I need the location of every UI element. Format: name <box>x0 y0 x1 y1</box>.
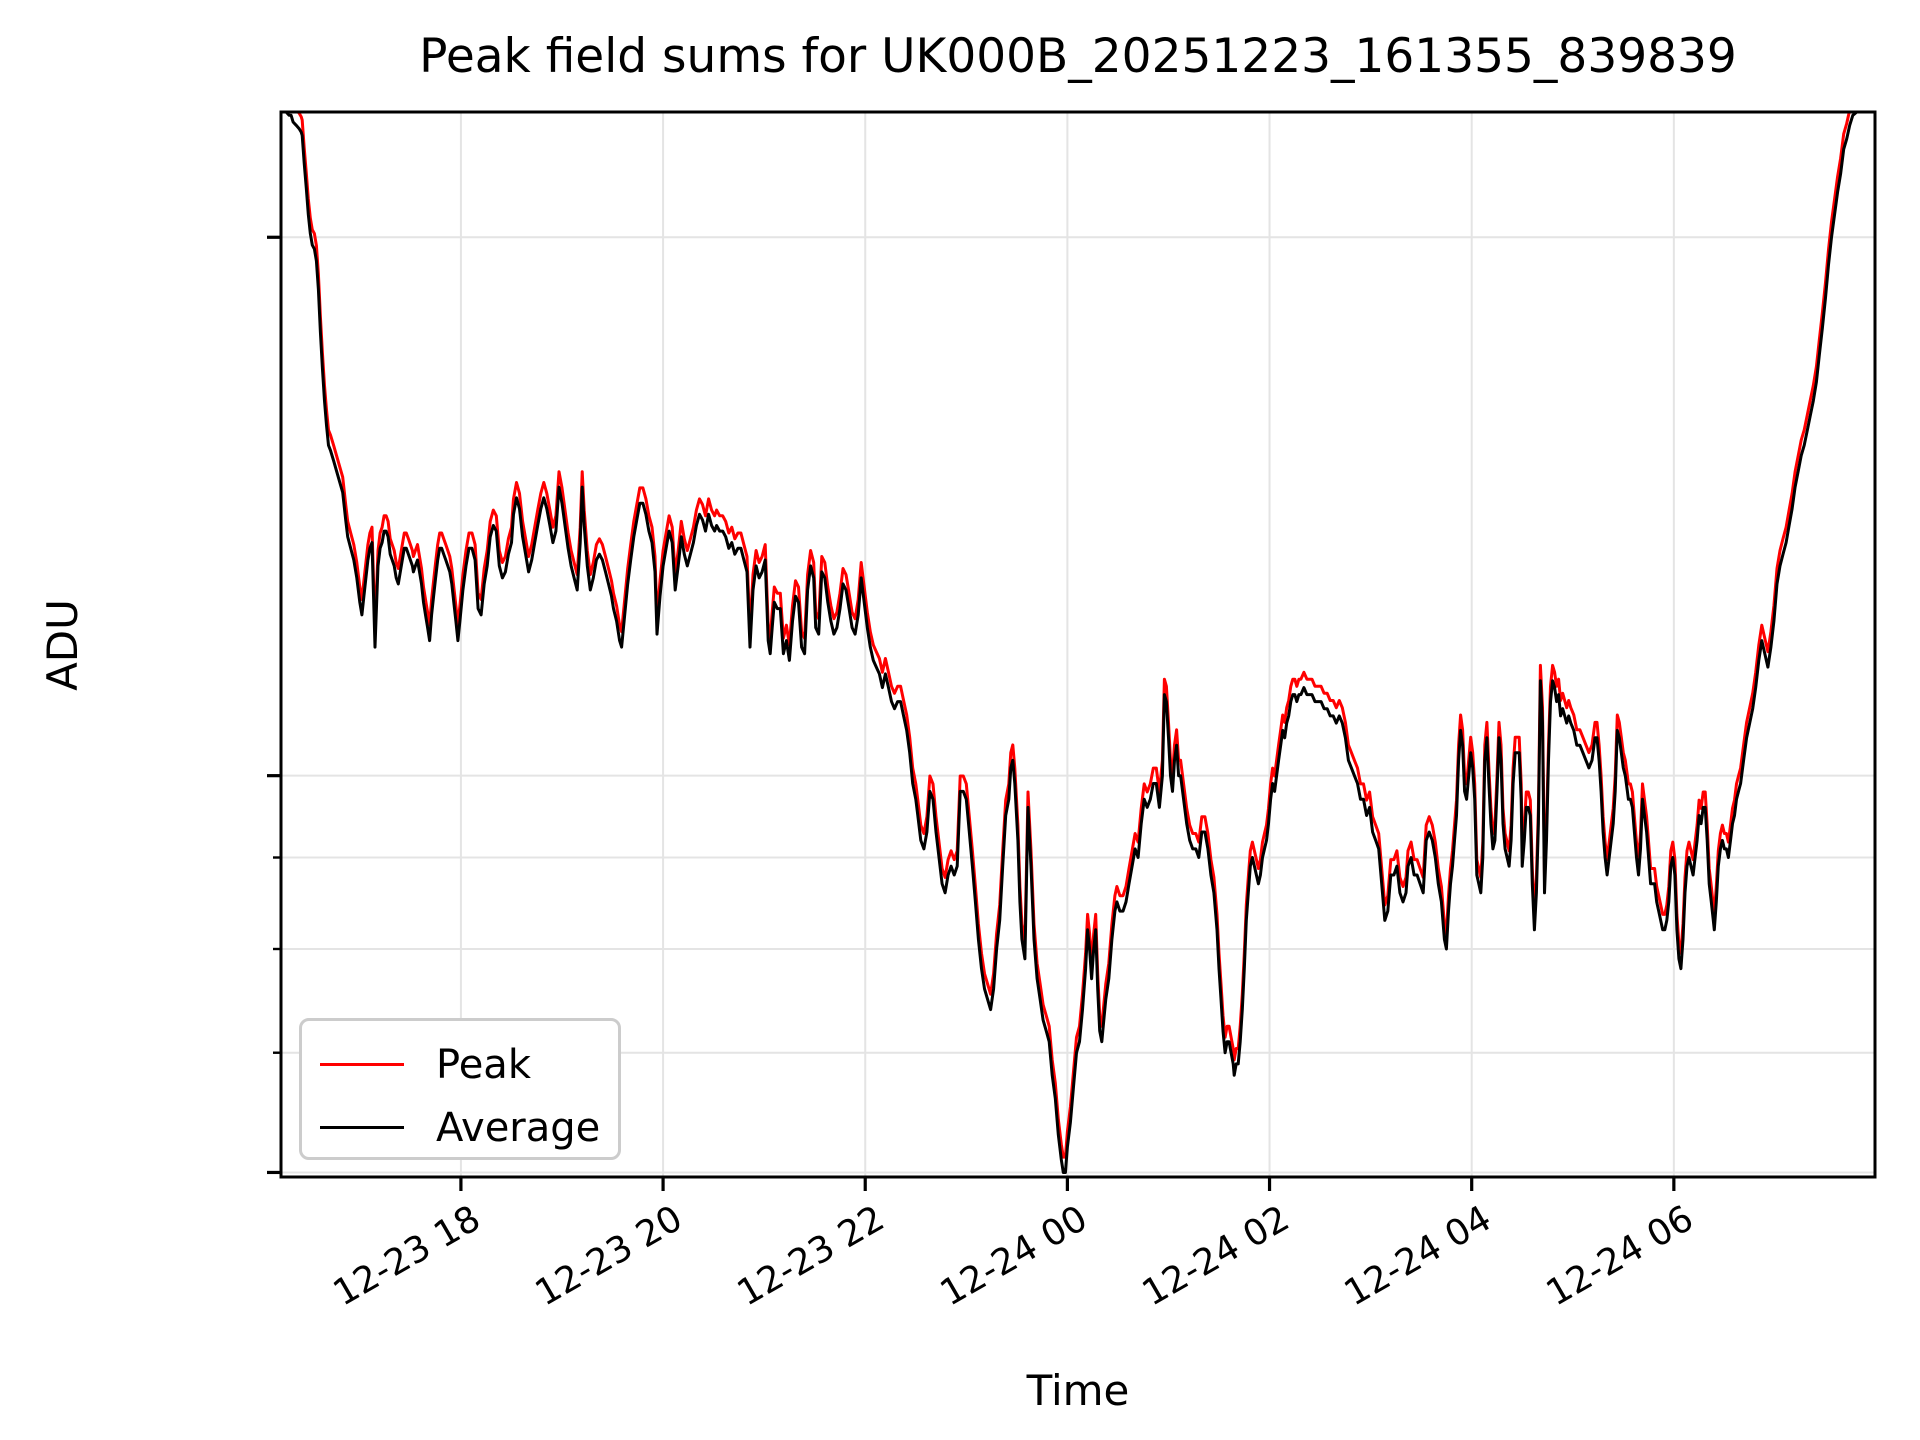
y-axis-label: ADU <box>38 599 87 691</box>
legend-label-peak: Peak <box>436 1041 531 1088</box>
peak-line-sample <box>320 1063 404 1066</box>
x-axis-label: Time <box>1026 1366 1130 1415</box>
chart-title: Peak field sums for UK000B_20251223_1613… <box>419 29 1737 84</box>
average-line <box>281 112 1860 1174</box>
legend-label-average: Average <box>436 1104 601 1151</box>
legend-entry-peak: Peak <box>320 1033 618 1096</box>
axis-ticks <box>267 235 1676 1191</box>
plot-border <box>279 110 1877 1179</box>
legend-entry-average: Average <box>320 1096 618 1159</box>
average-line-sample <box>320 1126 404 1129</box>
peak-line <box>295 112 1851 1159</box>
legend: Peak Average <box>299 1018 621 1160</box>
